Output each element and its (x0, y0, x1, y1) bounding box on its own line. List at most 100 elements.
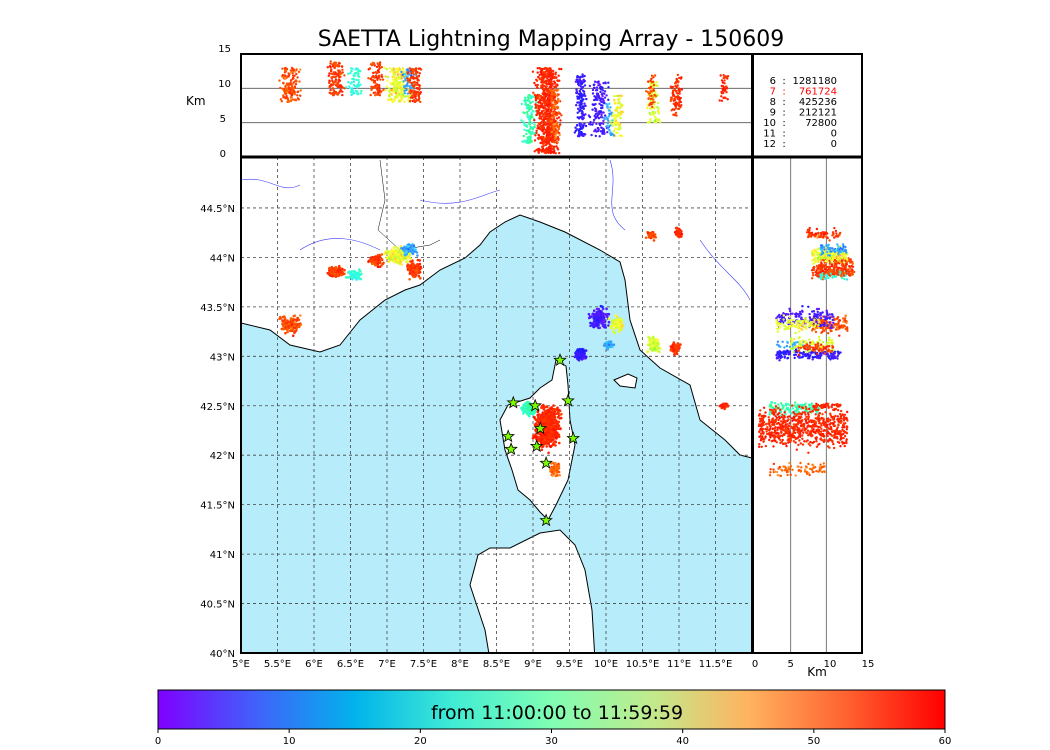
lightning-source-point (388, 251, 392, 255)
lightning-source-point (552, 404, 555, 407)
lightning-source-point (380, 264, 383, 267)
lightning-altitude-point (543, 116, 546, 120)
lightning-source-point (333, 272, 337, 276)
lightning-altitude-point (560, 114, 563, 117)
lightning-source-point (615, 315, 619, 319)
lat-tick-label: 41°N (210, 550, 235, 561)
lightning-altitude-point (556, 84, 559, 87)
lightning-altitude-point (339, 88, 342, 92)
top-alt-tick: 5 (220, 114, 226, 125)
lightning-altitude-point (417, 83, 420, 87)
lightning-altitude-point (557, 111, 560, 114)
lightning-altitude-point (542, 114, 545, 118)
lightning-altitude-point (611, 124, 614, 127)
lightning-altitude-point (381, 78, 385, 81)
lightning-altitude-point (416, 78, 420, 82)
lightning-altitude-point (328, 91, 331, 95)
lightning-altitude-point (371, 63, 375, 66)
lightning-altitude-point (415, 83, 418, 86)
lightning-altitude-point (327, 74, 330, 78)
lightning-altitude-point (618, 125, 622, 128)
lightning-altitude-point (549, 68, 552, 72)
lightning-altitude-point (403, 100, 406, 104)
lightning-altitude-point (548, 99, 551, 102)
lightning-altitude-point (653, 93, 656, 97)
lightning-altitude-point (656, 101, 660, 105)
lightning-altitude-point (283, 67, 287, 70)
lightning-altitude-point (534, 84, 537, 87)
lightning-altitude-point (656, 119, 659, 122)
lightning-source-point (376, 262, 380, 265)
lightning-altitude-point (595, 92, 599, 95)
lightning-altitude-point (384, 75, 387, 78)
lightning-source-point (390, 254, 393, 258)
lightning-source-point (554, 461, 557, 465)
station-number: 12 (763, 139, 776, 150)
lightning-altitude-point (418, 67, 421, 70)
lightning-source-point (414, 248, 417, 251)
lightning-source-point (409, 264, 413, 268)
lightning-altitude-point (391, 82, 395, 86)
lightning-source-point (418, 262, 422, 266)
lightning-altitude-point (616, 127, 620, 131)
lightning-altitude-point (603, 90, 607, 93)
lightning-altitude-point (371, 61, 374, 64)
lightning-source-point (551, 443, 555, 447)
lightning-altitude-point (293, 74, 296, 78)
lightning-altitude-point (333, 72, 337, 76)
lightning-altitude-point (416, 71, 419, 74)
lightning-source-point (576, 350, 580, 353)
lightning-altitude-point (419, 100, 422, 104)
lightning-altitude-point (343, 74, 346, 77)
lightning-altitude-point (409, 68, 412, 72)
lightning-altitude-point (582, 134, 585, 138)
lightning-source-point (293, 322, 297, 326)
lightning-altitude-point (341, 93, 344, 97)
lightning-altitude-point (388, 67, 392, 70)
station-number: 11 (763, 129, 776, 140)
lightning-source-point (356, 274, 360, 278)
lightning-altitude-point (653, 115, 657, 119)
lightning-altitude-point (618, 97, 621, 100)
lightning-source-point (536, 435, 539, 439)
lightning-altitude-point (606, 106, 609, 109)
lightning-altitude-point (526, 113, 529, 116)
lightning-altitude-point (590, 133, 593, 137)
lightning-altitude-point (718, 99, 721, 102)
lightning-altitude-point (278, 79, 281, 82)
lightning-altitude-point (290, 83, 294, 87)
lightning-altitude-point (387, 98, 391, 102)
lightning-source-point (297, 318, 301, 322)
lightning-altitude-point (678, 76, 681, 80)
lightning-altitude-point (619, 127, 622, 130)
separator: : (782, 97, 785, 108)
lightning-altitude-point (559, 119, 562, 122)
lightning-altitude-point (538, 108, 541, 112)
altitude-lat-panel: 0 5 10 15 Km (752, 157, 874, 679)
lightning-altitude-point (405, 88, 408, 92)
lightning-source-point (391, 258, 395, 262)
lightning-altitude-point (670, 109, 673, 112)
lightning-source-point (409, 244, 412, 247)
lightning-altitude-point (396, 73, 399, 77)
lightning-altitude-point (376, 93, 380, 96)
lightning-altitude-point (719, 74, 722, 77)
lightning-altitude-point (603, 117, 606, 121)
lightning-altitude-point (371, 71, 375, 75)
station-count-legend: 6:12811807:7617248:4252369:21212110:7280… (763, 76, 837, 150)
lightning-altitude-point (578, 110, 581, 113)
lightning-altitude-point (674, 101, 678, 104)
lightning-altitude-point (554, 85, 557, 88)
lightning-source-point (607, 340, 611, 344)
lightning-altitude-point (579, 76, 582, 79)
lightning-source-point (619, 328, 622, 331)
station-count: 425236 (799, 97, 837, 108)
lightning-altitude-point (576, 123, 579, 127)
lightning-source-point (602, 317, 605, 321)
lightning-source-point (550, 421, 554, 424)
lightning-altitude-point (414, 91, 417, 94)
lightning-altitude-point (394, 92, 398, 95)
station-number: 9 (770, 108, 776, 119)
lightning-source-point (544, 405, 547, 409)
lightning-source-point (393, 257, 397, 261)
